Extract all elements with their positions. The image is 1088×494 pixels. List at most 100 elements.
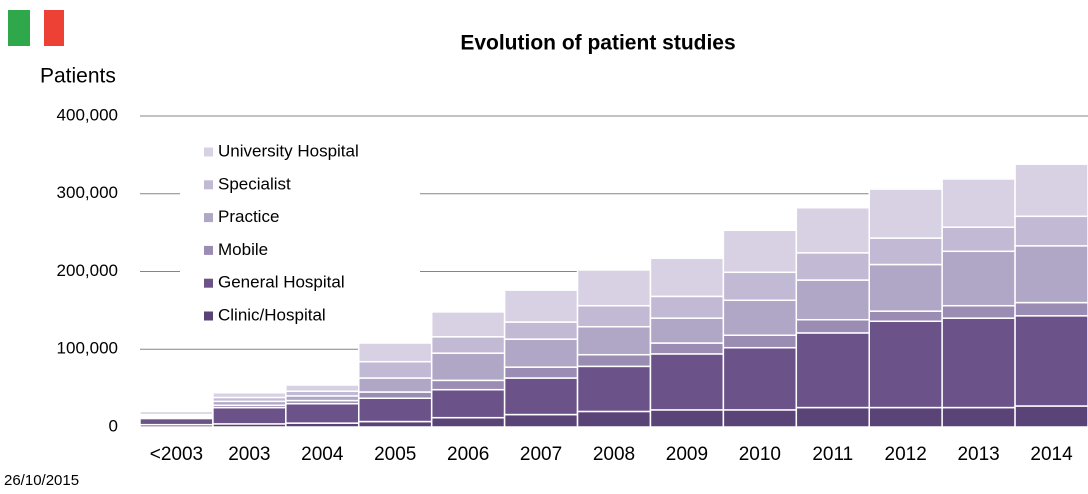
bar-segment (941, 226, 1016, 253)
bar-segment (212, 392, 287, 399)
legend-swatch (204, 311, 213, 321)
bar-segment (576, 410, 652, 428)
bar-segment (1014, 315, 1088, 407)
bar-segment (795, 332, 870, 409)
bar-segment (1014, 301, 1088, 317)
bar-segment (868, 263, 943, 312)
bar-segment (139, 417, 214, 426)
legend-swatch (204, 278, 213, 288)
bar-segment (1014, 163, 1088, 218)
y-axis-label: Patients (40, 65, 116, 88)
legend-label: General Hospital (218, 273, 345, 292)
bar-segment (941, 406, 1016, 428)
bar-segment (649, 353, 725, 411)
bar-segment (430, 336, 506, 354)
legend-swatch (204, 180, 213, 190)
y-tick-label: 0 (109, 416, 118, 435)
bar-segment (795, 318, 870, 334)
bar-segment (722, 299, 798, 337)
bar-segment (503, 377, 579, 416)
x-tick-label: 2003 (228, 444, 270, 465)
bar-segment (941, 250, 1016, 307)
bar-segment (139, 410, 214, 416)
bar-segment (649, 342, 725, 355)
bar-segment (722, 409, 798, 428)
bar-segment (795, 206, 870, 254)
bar-segment (285, 402, 360, 424)
legend-label: University Hospital (218, 141, 359, 160)
bar-segment (576, 269, 652, 307)
bar-segment (430, 416, 506, 428)
x-tick-label: 2005 (374, 444, 416, 465)
bar-segment (503, 366, 579, 379)
x-tick-label: 2012 (885, 444, 927, 465)
bar-segment (722, 229, 798, 274)
legend-label: Clinic/Hospital (218, 305, 326, 324)
bar-segment (795, 406, 870, 428)
bar-segment (430, 379, 506, 391)
bar-segment (868, 310, 943, 323)
bar-segment (430, 352, 506, 382)
legend-label: Specialist (218, 174, 291, 193)
x-tick-label: 2011 (812, 444, 853, 465)
bar-segment (576, 304, 652, 328)
bar-segment (868, 237, 943, 266)
bar-segment (649, 257, 725, 298)
bar-segment (649, 317, 725, 344)
legend-label: Mobile (218, 240, 268, 259)
bar-segment (1014, 215, 1088, 247)
chart-title: Evolution of patient studies (460, 32, 735, 55)
bar-segment (358, 360, 433, 379)
x-tick-label: 2013 (957, 444, 999, 465)
x-tick-label: 2006 (447, 444, 489, 465)
bar-segment (795, 252, 870, 281)
bar-segment (430, 311, 506, 338)
bar-segment (503, 321, 579, 340)
date-note: 26/10/2015 (4, 472, 79, 489)
bar-segment (576, 353, 652, 368)
bar-segment (285, 384, 360, 392)
x-tick-label: 2010 (739, 444, 781, 465)
bar-segment (212, 406, 287, 425)
bar-segment (503, 413, 579, 428)
bar-segment (649, 295, 725, 319)
bar-segment (1014, 245, 1088, 304)
legend-swatch (204, 245, 213, 255)
x-tick-label: 2008 (593, 444, 635, 465)
bar-segment (941, 317, 1016, 409)
x-tick-label: <2003 (150, 444, 203, 465)
bar-segment (1014, 405, 1088, 428)
bar-segment (722, 271, 798, 302)
flag (8, 10, 64, 46)
legend-swatch (204, 213, 213, 223)
bar-segment (358, 397, 433, 423)
bar-segment (722, 346, 798, 411)
x-tick-label: 2007 (520, 444, 562, 465)
x-tick-label: 2004 (301, 444, 344, 465)
bar-segment (358, 391, 433, 399)
x-tick-label: 2009 (666, 444, 708, 465)
bar-segment (358, 377, 433, 393)
bar-segment (503, 289, 579, 323)
bar-segment (503, 338, 579, 368)
bar-segment (868, 188, 943, 239)
bar-segment (649, 409, 725, 428)
bar-segment (795, 279, 870, 321)
bar-segment (576, 365, 652, 413)
bar-segment (430, 388, 506, 419)
legend-label: Practice (218, 207, 279, 226)
bar-segment (576, 325, 652, 356)
bar-segment (941, 178, 1016, 228)
bar-segment (722, 334, 798, 349)
x-tick-label: 2014 (1030, 444, 1073, 465)
y-tick-label: 200,000 (57, 261, 118, 280)
bar-segment (941, 304, 1016, 319)
legend-background (180, 134, 420, 334)
y-tick-label: 400,000 (57, 105, 118, 124)
legend-swatch (204, 147, 213, 157)
bar-segment (868, 320, 943, 409)
bar-segment (358, 420, 433, 428)
y-tick-label: 100,000 (57, 339, 118, 358)
bar-segment (868, 406, 943, 428)
